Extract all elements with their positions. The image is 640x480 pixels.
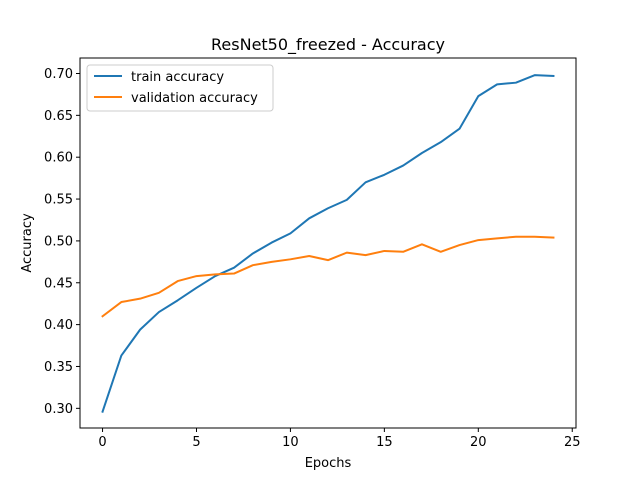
chart-title: ResNet50_freezed - Accuracy: [211, 35, 445, 55]
y-tick-label: 0.50: [44, 234, 73, 249]
y-tick-label: 0.45: [44, 276, 73, 291]
series-line-train-accuracy: [101, 74, 555, 413]
x-tick-label: 5: [192, 435, 200, 450]
x-tick-label: 25: [564, 435, 581, 450]
y-tick-label: 0.30: [44, 402, 73, 417]
x-tick-label: 15: [376, 435, 393, 450]
x-tick-label: 20: [470, 435, 487, 450]
legend: train accuracy validation accuracy: [86, 64, 274, 112]
axes-frame: [79, 57, 577, 429]
y-tick-label: 0.40: [44, 318, 73, 333]
x-axis: 0 5 10 15 20 25: [98, 428, 581, 450]
x-tick-label: 10: [282, 435, 299, 450]
legend-label-train-accuracy: train accuracy: [131, 70, 224, 85]
x-axis-label: Epochs: [305, 456, 352, 471]
y-tick-label: 0.35: [44, 360, 73, 375]
y-tick-label: 0.65: [44, 109, 73, 124]
y-tick-label: 0.55: [44, 193, 73, 208]
x-tick-label: 0: [98, 435, 106, 450]
series-line-validation-accuracy: [101, 235, 555, 318]
plot-area: 0 5 10 15 20 25 0.300.350.400.450.500.550.600…: [44, 57, 581, 450]
y-tick-label: 0.60: [44, 151, 73, 166]
y-axis-label: Accuracy: [20, 213, 35, 273]
y-axis: 0.30 0.35 0.40 0.45 0.50 0.55 0.60 0.65 0.70: [44, 67, 80, 417]
y-tick-label: 0.70: [44, 67, 73, 82]
series-layer: [101, 74, 555, 413]
legend-label-validation-accuracy: validation accuracy: [131, 91, 258, 106]
legend-box: [86, 64, 274, 112]
